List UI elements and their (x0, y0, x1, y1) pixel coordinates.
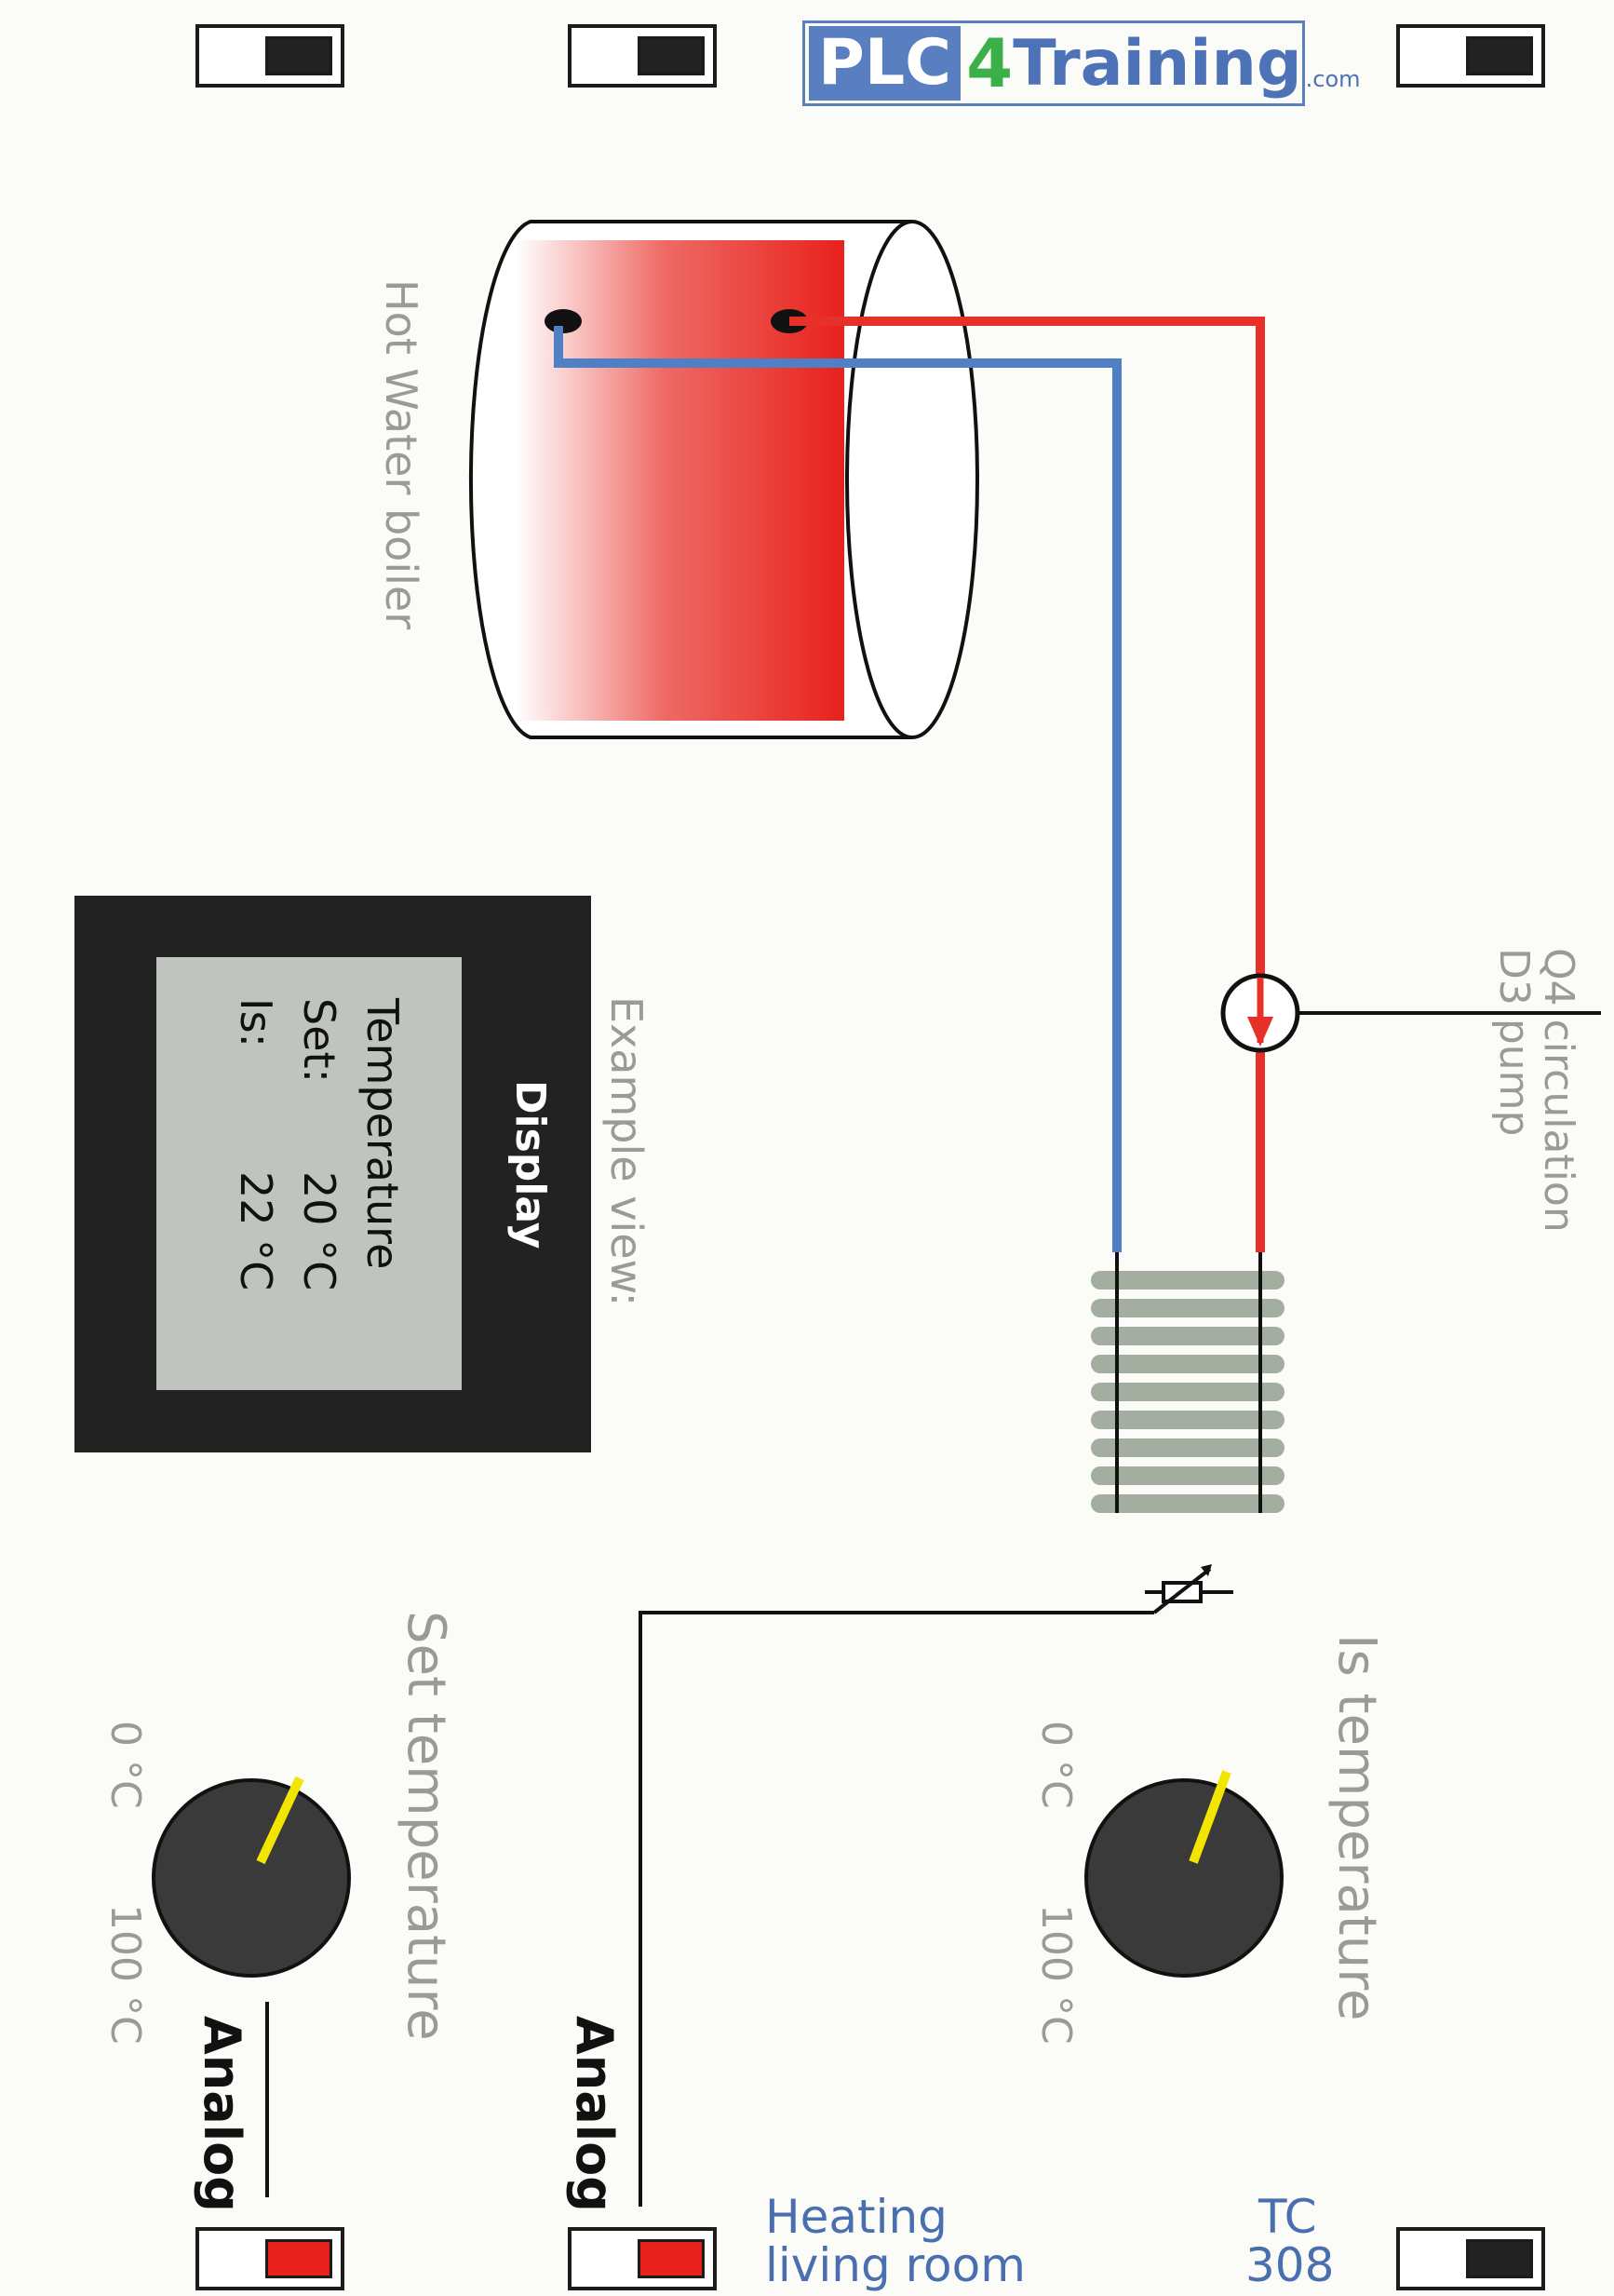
switch-knob (638, 36, 705, 75)
set-scale-max: 100 °C (101, 1904, 149, 2045)
example-view-label: Example view: (601, 996, 652, 1307)
switch-bottom-2[interactable] (568, 2227, 717, 2290)
boiler-label: Hot Water boiler (376, 279, 426, 630)
display-header: Display (506, 1080, 554, 1249)
switch-bottom-1[interactable] (195, 2227, 344, 2290)
display-line-title: Temperature (357, 998, 408, 1270)
logo-text: .com (1305, 66, 1361, 92)
plc4training-logo: PLC 4 Training .com (802, 20, 1361, 106)
is-temperature-label: Is temperature (1326, 1634, 1387, 2021)
set-temperature-label: Set temperature (396, 1611, 456, 2041)
tc-label-line2: 308 (1245, 2238, 1335, 2292)
pump-label-line1: Q4 circulation (1535, 948, 1582, 1233)
switch-knob (265, 2239, 332, 2278)
circulation-pump (1220, 973, 1601, 1053)
analog-label-2: Analog (565, 2016, 624, 2212)
logo-text: PLC (809, 26, 962, 101)
sensor-wire (639, 1611, 1154, 2207)
heating-label-line2: living room (765, 2238, 1026, 2292)
heating-label-line1: Heating (765, 2190, 948, 2244)
switch-knob (265, 36, 332, 75)
logo-text: Training (1013, 26, 1302, 101)
switch-top-3[interactable] (1396, 24, 1545, 88)
cold-return-pipe (554, 326, 1122, 1252)
analog-label-1: Analog (193, 2016, 251, 2212)
switch-top-1[interactable] (195, 24, 344, 88)
is-scale-min: 0 °C (1032, 1721, 1080, 1809)
hot-water-boiler (468, 220, 979, 739)
switch-knob (638, 2239, 705, 2278)
display-set-label: Set: (294, 998, 344, 1084)
set-temperature-knob[interactable] (152, 1776, 351, 1978)
switch-knob (1466, 2239, 1533, 2278)
set-scale-min: 0 °C (101, 1721, 149, 1809)
radiator (1091, 1252, 1284, 1513)
switch-knob (1466, 36, 1533, 75)
logo-text: 4 (966, 24, 1014, 102)
display-set-value: 20 °C (294, 1171, 344, 1291)
pump-label-line2: D3 pump (1490, 948, 1538, 1137)
thermistor-sensor (1145, 1564, 1233, 1614)
tc-label-line1: TC (1258, 2190, 1317, 2244)
display-screen (156, 957, 462, 1390)
is-temperature-knob[interactable] (1084, 1770, 1284, 1978)
is-scale-max: 100 °C (1032, 1904, 1080, 2045)
display-is-value: 22 °C (231, 1171, 281, 1291)
switch-bottom-3[interactable] (1396, 2227, 1545, 2290)
display-is-label: Is: (231, 998, 281, 1048)
hot-supply-pipe (789, 317, 1265, 1252)
switch-top-2[interactable] (568, 24, 717, 88)
